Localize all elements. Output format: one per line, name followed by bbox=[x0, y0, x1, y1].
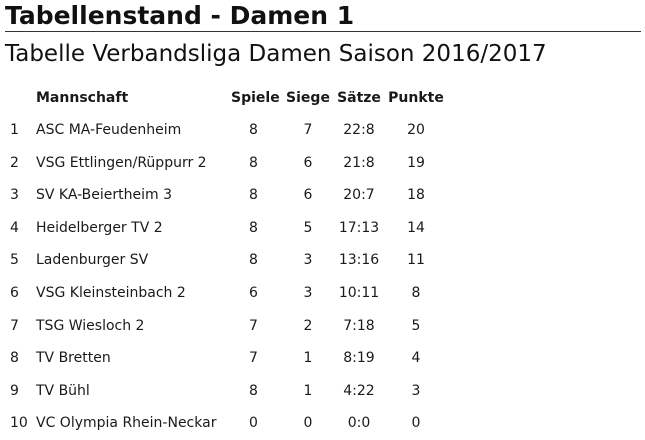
table-row: 1 ASC MA-Feudenheim 8 7 22:8 20 bbox=[0, 114, 460, 147]
table-row: 7 TSG Wiesloch 2 7 2 7:18 5 bbox=[0, 310, 460, 343]
header-points: Punkte bbox=[388, 90, 444, 106]
points-cell: 8 bbox=[411, 284, 421, 301]
page-heading: Tabellenstand - Damen 1 bbox=[5, 0, 641, 32]
table-row: 6 VSG Kleinsteinbach 2 6 3 10:11 8 bbox=[0, 277, 460, 310]
table-header-row: Mannschaft Spiele Siege Sätze Punkte bbox=[0, 82, 460, 114]
wins-cell: 7 bbox=[303, 122, 313, 138]
wins-cell: 5 bbox=[303, 219, 313, 236]
team-cell: VSG Kleinsteinbach 2 bbox=[36, 284, 186, 301]
team-cell: VSG Ettlingen/Rüppurr 2 bbox=[36, 154, 207, 171]
rank-cell: 4 bbox=[10, 219, 19, 236]
wins-cell: 1 bbox=[303, 382, 313, 399]
team-cell: ASC MA-Feudenheim bbox=[36, 122, 182, 138]
standings-table: Mannschaft Spiele Siege Sätze Punkte 1 A… bbox=[0, 82, 460, 440]
points-cell: 0 bbox=[411, 415, 421, 432]
games-cell: 8 bbox=[249, 219, 258, 236]
games-cell: 8 bbox=[249, 187, 258, 204]
table-row: 8 TV Bretten 7 1 8:19 4 bbox=[0, 342, 460, 375]
rank-cell: 5 bbox=[10, 252, 19, 269]
sets-cell: 10:11 bbox=[338, 284, 380, 301]
table-row: 4 Heidelberger TV 2 8 5 17:13 14 bbox=[0, 212, 460, 245]
table-row: 9 TV Bühl 8 1 4:22 3 bbox=[0, 375, 460, 408]
rank-cell: 1 bbox=[10, 122, 19, 138]
rank-cell: 2 bbox=[10, 154, 19, 171]
wins-cell: 3 bbox=[303, 252, 313, 269]
wins-cell: 0 bbox=[303, 415, 313, 432]
games-cell: 8 bbox=[249, 252, 258, 269]
rank-cell: 3 bbox=[10, 187, 19, 204]
points-cell: 19 bbox=[407, 154, 425, 171]
wins-cell: 6 bbox=[303, 187, 313, 204]
team-cell: Heidelberger TV 2 bbox=[36, 219, 163, 236]
header-games: Spiele bbox=[231, 90, 280, 106]
sets-cell: 7:18 bbox=[343, 317, 375, 334]
rank-cell: 7 bbox=[10, 317, 19, 334]
team-cell: Ladenburger SV bbox=[36, 252, 149, 269]
points-cell: 3 bbox=[411, 382, 421, 399]
table-row: 3 SV KA-Beiertheim 3 8 6 20:7 18 bbox=[0, 179, 460, 212]
wins-cell: 6 bbox=[303, 154, 313, 171]
points-cell: 11 bbox=[407, 252, 425, 269]
header-sets: Sätze bbox=[337, 90, 381, 106]
games-cell: 7 bbox=[249, 317, 258, 334]
games-cell: 8 bbox=[249, 122, 258, 138]
games-cell: 7 bbox=[249, 350, 258, 367]
table-row: 10 VC Olympia Rhein-Neckar 0 0 0:0 0 bbox=[0, 407, 460, 440]
rank-cell: 6 bbox=[10, 284, 19, 301]
points-cell: 18 bbox=[407, 187, 425, 204]
points-cell: 5 bbox=[411, 317, 421, 334]
sets-cell: 4:22 bbox=[343, 382, 375, 399]
table-row: 2 VSG Ettlingen/Rüppurr 2 8 6 21:8 19 bbox=[0, 147, 460, 180]
points-cell: 20 bbox=[407, 122, 425, 138]
sets-cell: 17:13 bbox=[338, 219, 380, 236]
rank-cell: 10 bbox=[10, 415, 28, 432]
wins-cell: 3 bbox=[303, 284, 313, 301]
header-team: Mannschaft bbox=[36, 90, 129, 106]
team-cell: SV KA-Beiertheim 3 bbox=[36, 187, 173, 204]
wins-cell: 2 bbox=[303, 317, 313, 334]
page-title: Tabellenstand - Damen 1 bbox=[5, 1, 355, 30]
team-cell: TV Bühl bbox=[36, 382, 90, 399]
games-cell: 6 bbox=[249, 284, 258, 301]
points-cell: 4 bbox=[411, 350, 421, 367]
sets-cell: 21:8 bbox=[343, 154, 375, 171]
games-cell: 8 bbox=[249, 154, 258, 171]
team-cell: TSG Wiesloch 2 bbox=[36, 317, 145, 334]
sets-cell: 22:8 bbox=[343, 122, 375, 138]
header-wins: Siege bbox=[286, 90, 330, 106]
games-cell: 0 bbox=[249, 415, 258, 432]
sets-cell: 13:16 bbox=[338, 252, 380, 269]
wins-cell: 1 bbox=[303, 350, 313, 367]
games-cell: 8 bbox=[249, 382, 258, 399]
points-cell: 14 bbox=[407, 219, 425, 236]
sets-cell: 8:19 bbox=[343, 350, 375, 367]
sets-cell: 20:7 bbox=[343, 187, 375, 204]
team-cell: VC Olympia Rhein-Neckar bbox=[36, 415, 217, 432]
rank-cell: 9 bbox=[10, 382, 19, 399]
rank-cell: 8 bbox=[10, 350, 19, 367]
table-row: 5 Ladenburger SV 8 3 13:16 11 bbox=[0, 244, 460, 277]
team-cell: TV Bretten bbox=[36, 350, 111, 367]
sets-cell: 0:0 bbox=[347, 415, 371, 432]
table-title: Tabelle Verbandsliga Damen Saison 2016/2… bbox=[5, 41, 547, 67]
